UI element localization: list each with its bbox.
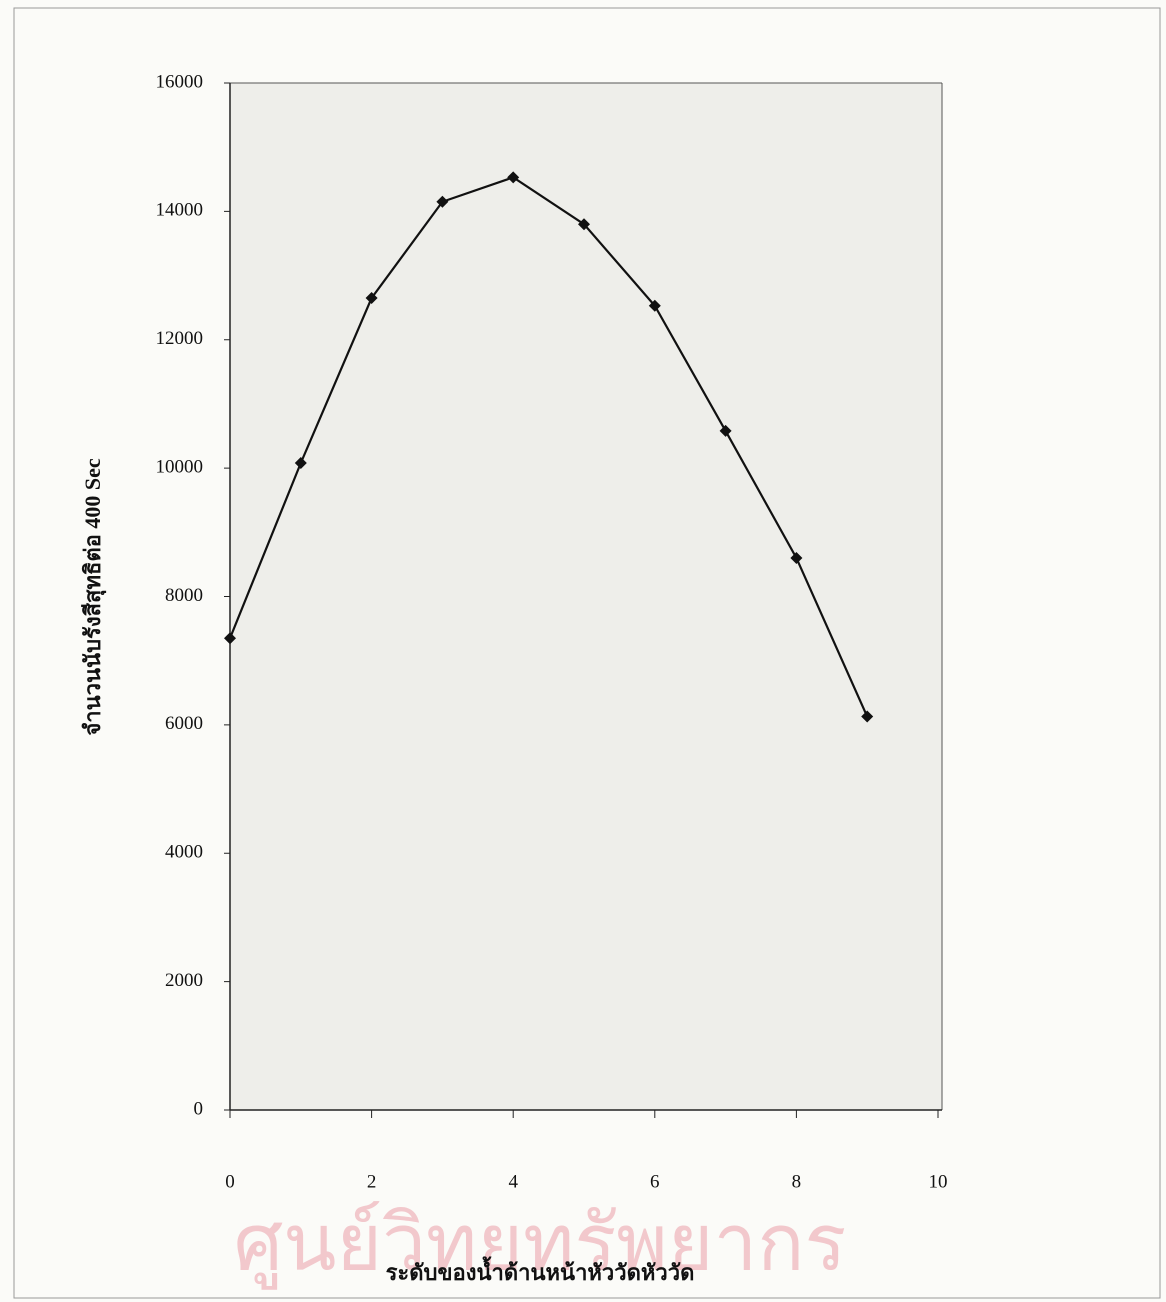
data-point — [719, 424, 732, 437]
data-point — [861, 710, 874, 723]
x-tick-label: 2 — [367, 1171, 377, 1192]
data-point — [507, 171, 520, 184]
y-tick-label: 8000 — [165, 585, 203, 606]
data-line — [228, 176, 869, 717]
y-tick-label: 4000 — [165, 842, 203, 863]
data-point — [365, 292, 378, 305]
y-tick-label: 12000 — [156, 328, 204, 349]
data-point — [648, 299, 661, 312]
y-tick-label: 10000 — [156, 456, 204, 477]
x-axis-label: ระดับของน้ำด้านหน้าหัววัดหัววัด — [386, 1256, 695, 1285]
x-tick-label: 0 — [225, 1171, 235, 1192]
data-point — [294, 456, 307, 469]
data-point — [578, 218, 590, 231]
x-tick-label: 4 — [508, 1171, 518, 1192]
y-tick-label: 16000 — [156, 71, 204, 92]
data-point — [436, 195, 449, 208]
y-tick-label: 0 — [194, 1098, 204, 1119]
x-tick-label: 8 — [792, 1171, 802, 1192]
watermark: ศูนย์วิทยทรัพยากร — [234, 1198, 847, 1289]
y-tick-label: 2000 — [165, 970, 203, 991]
data-point — [224, 632, 236, 645]
plot-area — [230, 83, 942, 1110]
y-tick-label: 6000 — [165, 713, 203, 734]
x-tick-label: 6 — [650, 1171, 660, 1192]
x-tick-label: 10 — [929, 1171, 948, 1192]
y-axis-label: จำนวนนับรังสีสุทธิต่อ 400 Sec — [80, 458, 107, 736]
y-tick-label: 14000 — [156, 200, 204, 221]
data-point — [790, 551, 803, 564]
